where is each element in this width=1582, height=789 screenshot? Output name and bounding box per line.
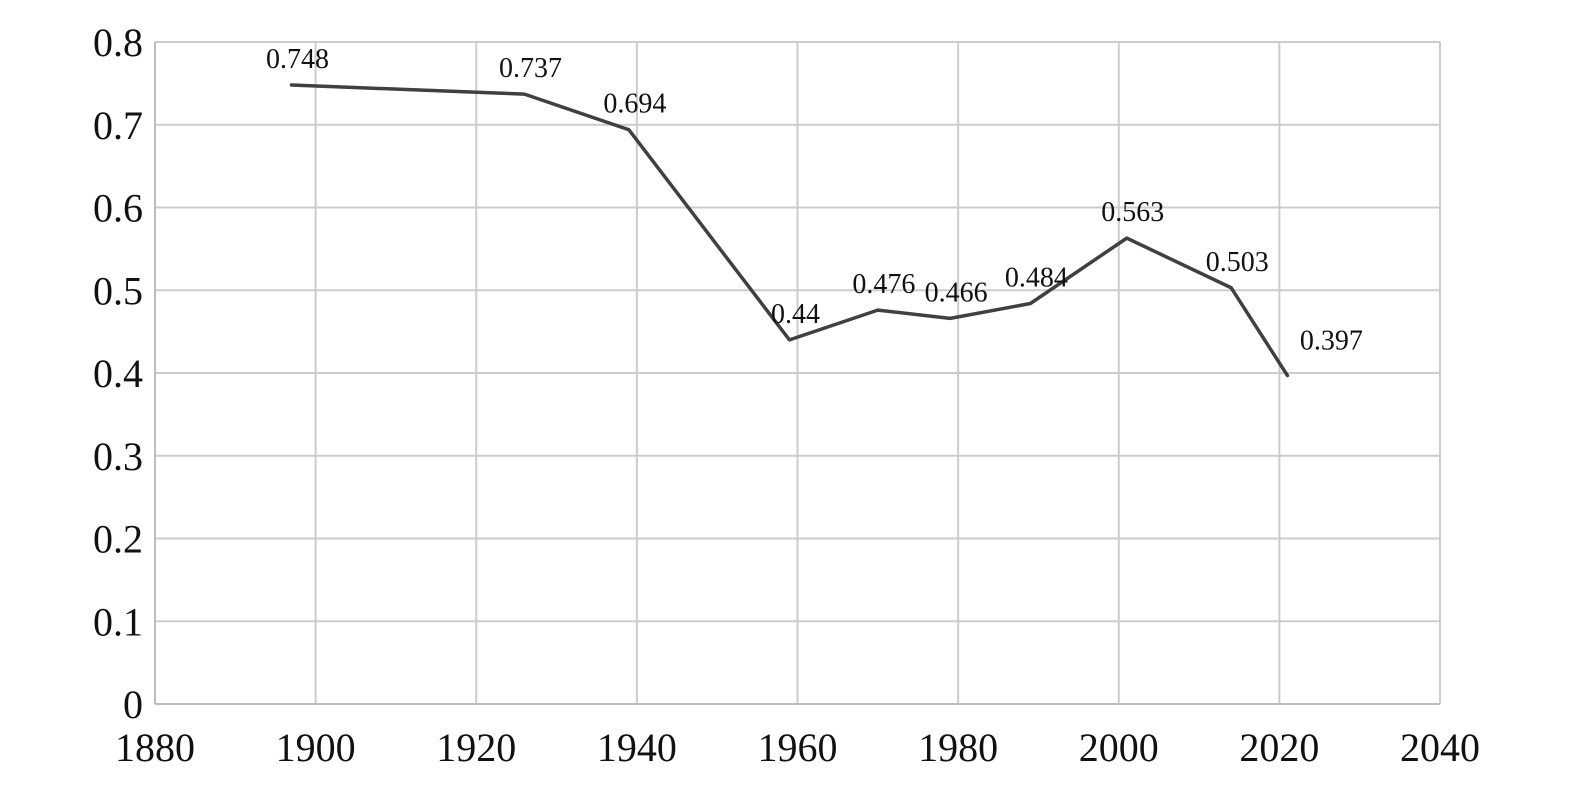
y-tick-label: 0.5: [93, 268, 143, 313]
data-label: 0.484: [1005, 262, 1068, 293]
y-tick-label: 0: [123, 682, 143, 727]
series-line: [289, 83, 1290, 378]
y-tick-label: 0.1: [93, 599, 143, 644]
y-tick-label: 0.2: [93, 517, 143, 562]
y-tick-label: 0.4: [93, 351, 143, 396]
axes: [154, 42, 1440, 705]
data-label: 0.397: [1300, 325, 1363, 356]
data-label: 0.466: [925, 277, 988, 308]
x-tick-label: 1880: [115, 725, 195, 770]
data-label: 0.476: [852, 269, 915, 300]
x-tick-label: 2040: [1400, 725, 1480, 770]
x-tick-label: 1960: [758, 725, 838, 770]
y-tick-label: 0.7: [93, 103, 143, 148]
y-axis-ticks: 0 0.1 0.2 0.3 0.4 0.5 0.6 0.7 0.8: [93, 20, 143, 727]
y-tick-label: 0.6: [93, 186, 143, 231]
gridlines: [154, 41, 1441, 705]
data-label: 0.563: [1101, 197, 1164, 228]
series-layer: [289, 83, 1290, 378]
x-tick-label: 2000: [1079, 725, 1159, 770]
y-tick-label: 0.3: [93, 434, 143, 479]
x-tick-label: 2020: [1239, 725, 1319, 770]
x-tick-label: 1900: [276, 725, 356, 770]
data-label: 0.737: [499, 53, 562, 84]
y-tick-label: 0.8: [93, 20, 143, 65]
data-label: 0.694: [603, 89, 666, 120]
x-axis-ticks: 1880 1900 1920 1940 1960 1980 2000 2020 2040: [115, 725, 1480, 770]
x-tick-label: 1920: [436, 725, 516, 770]
data-label: 0.503: [1206, 247, 1269, 278]
x-tick-label: 1980: [918, 725, 998, 770]
data-label: 0.44: [771, 299, 820, 330]
data-labels: 0.748 0.737 0.694 0.44 0.476 0.466 0.484 0.563 0…: [266, 44, 1363, 356]
data-label: 0.748: [266, 44, 329, 75]
x-tick-label: 1940: [597, 725, 677, 770]
